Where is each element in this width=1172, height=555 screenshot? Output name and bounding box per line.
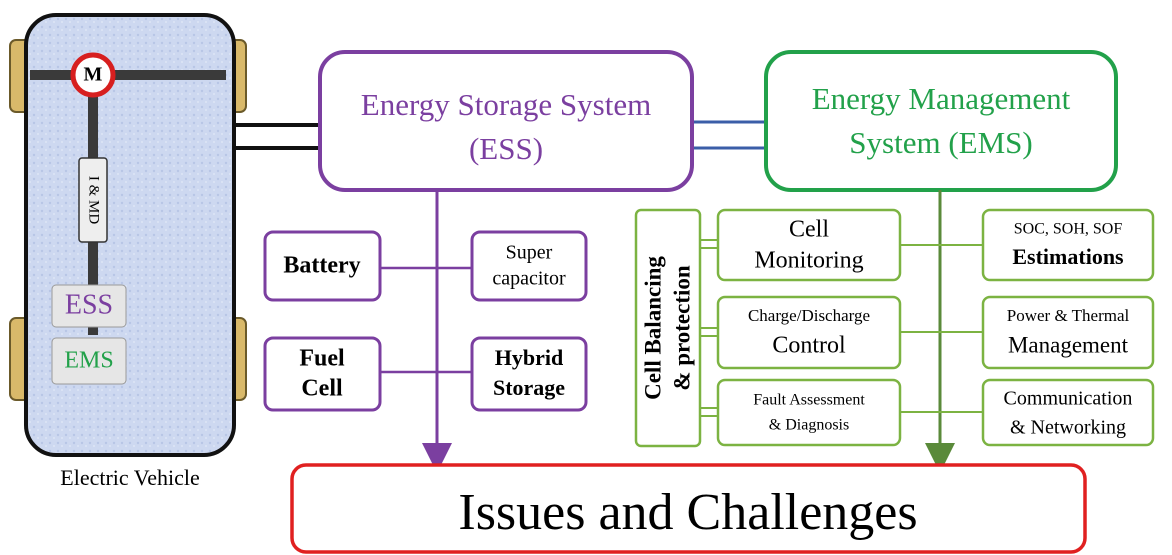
ess-type bbox=[263, 336, 382, 412]
ems-box-label: Charge/Discharge bbox=[748, 306, 870, 325]
ems-box-label: & Diagnosis bbox=[769, 417, 849, 434]
ems-title: Energy Management bbox=[812, 81, 1071, 116]
ems-box-label: SOC, SOH, SOF bbox=[1014, 221, 1123, 238]
ems-box-label: Control bbox=[772, 333, 846, 359]
ems-box bbox=[716, 208, 902, 282]
ess-label: ESS bbox=[65, 289, 113, 320]
motor-label: M bbox=[84, 64, 103, 86]
ems-box bbox=[716, 295, 902, 370]
ems-label: EMS bbox=[64, 348, 113, 374]
issues-box bbox=[290, 463, 1087, 554]
ems-box-label: Fault Assessment bbox=[753, 392, 865, 409]
ems-title: System (EMS) bbox=[849, 125, 1032, 160]
ems-box bbox=[981, 378, 1155, 447]
vehicle-caption: Electric Vehicle bbox=[60, 465, 199, 490]
ems-box bbox=[981, 295, 1155, 370]
vehicle-body bbox=[24, 13, 236, 457]
ems-box bbox=[716, 378, 902, 447]
ems-box-label: & Networking bbox=[1010, 417, 1126, 439]
ems-box bbox=[981, 208, 1155, 282]
side-label: & protection bbox=[669, 265, 694, 391]
side-label: Cell Balancing bbox=[640, 256, 665, 400]
ems-box-label: Management bbox=[1008, 332, 1129, 357]
ess-type-label: Storage bbox=[493, 375, 565, 400]
ess-type-label: Super bbox=[506, 242, 553, 264]
ess-type-label: Hybrid bbox=[495, 345, 563, 370]
vehicle: M I & MD ESS EMS Electric Vehicle bbox=[9, 13, 247, 490]
ess-panel bbox=[318, 50, 694, 192]
ess-type bbox=[470, 336, 588, 412]
ess-type bbox=[470, 230, 588, 302]
ess-type bbox=[263, 230, 382, 302]
ems-box-label: Cell bbox=[789, 217, 829, 243]
motor bbox=[70, 52, 116, 98]
ess-title: Energy Storage System bbox=[361, 87, 651, 122]
ess-type-label: Fuel bbox=[299, 346, 345, 372]
ess-type-label: Battery bbox=[283, 253, 360, 279]
ems-box-label: Estimations bbox=[1012, 244, 1124, 269]
ess-box bbox=[51, 284, 127, 328]
ess-type-label: capacitor bbox=[492, 268, 566, 290]
ems-box-label: Power & Thermal bbox=[1007, 306, 1130, 325]
ess-type-label: Cell bbox=[301, 376, 343, 402]
ess-title: (ESS) bbox=[469, 131, 543, 166]
ems-box bbox=[51, 337, 127, 385]
ems-panel bbox=[764, 50, 1118, 192]
controller-box bbox=[78, 157, 108, 243]
ems-box-label: Communication bbox=[1004, 388, 1133, 410]
ems-box-label: Monitoring bbox=[754, 248, 863, 274]
controller-label: I & MD bbox=[86, 176, 102, 225]
issues-label: Issues and Challenges bbox=[458, 484, 917, 541]
